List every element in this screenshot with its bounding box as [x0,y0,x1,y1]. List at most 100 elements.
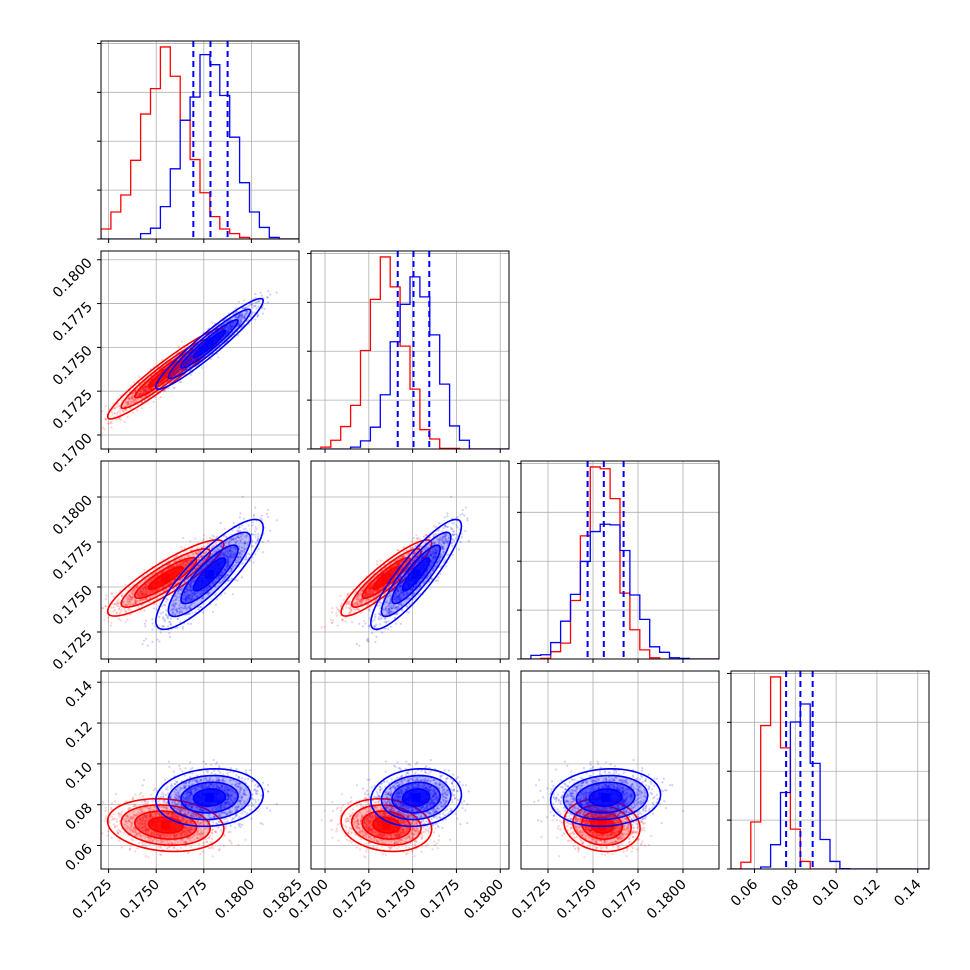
scatter-point [145,390,148,393]
scatter-point [116,411,120,414]
scatter-point [267,515,270,519]
scatter-point [263,307,266,311]
scatter-point [145,386,148,389]
scatter-point [110,410,114,414]
scatter-point [120,408,123,411]
scatter-point [106,422,109,425]
scatter-point [237,324,240,327]
scatter-point [229,324,232,327]
scatter-point [117,417,121,420]
scatter-point [146,644,149,647]
scatter-point [223,527,226,530]
scatter-point [151,640,154,644]
scatter-point [104,598,107,601]
scatter-point [212,535,215,538]
scatter-point [112,595,115,599]
scatter-point [141,388,145,391]
scatter-point [143,568,146,571]
scatter-point [150,387,153,390]
scatter-point [134,390,137,393]
scatter-point [185,360,188,363]
scatter-point [144,388,147,391]
scatter-point [144,637,147,640]
scatter-point [159,396,162,399]
scatter-point [101,410,104,413]
scatter-point [184,360,187,363]
scatter-point [119,394,122,397]
scatter-point [113,407,117,410]
scatter-point [128,397,131,400]
scatter-point [127,402,130,405]
density-peak-blue [205,339,215,349]
scatter-point [237,300,240,303]
scatter-point [85,626,87,628]
scatter-point [119,619,122,622]
scatter-point [104,417,107,420]
scatter-point [149,387,152,390]
scatter-point [189,373,192,376]
scatter-point [260,294,263,297]
panel-content [311,251,509,449]
scatter-point [125,402,128,405]
scatter-point [132,381,136,384]
scatter-point [177,346,180,349]
scatter-point [102,607,105,610]
scatter-point [232,521,235,525]
scatter-point [131,397,134,400]
scatter-point [269,293,272,296]
scatter-point [143,388,146,391]
scatter-point [183,547,186,550]
scatter-point [115,418,118,421]
scatter-point [242,299,245,302]
scatter-point [86,622,88,624]
scatter-point [141,387,144,390]
scatter-point [159,631,162,634]
scatter-point [144,388,147,391]
scatter-point [130,400,133,403]
scatter-point [95,427,97,429]
scatter-point [118,409,121,413]
scatter-point [144,385,147,388]
panel-content [95,290,278,431]
scatter-point [125,408,128,411]
scatter-point [123,420,126,423]
scatter-point [109,421,113,424]
scatter-point [129,407,132,410]
scatter-point [143,390,146,394]
scatter-point [127,400,130,403]
scatter-point [104,417,107,420]
scatter-point [194,537,197,540]
scatter-point [169,635,172,639]
scatter-point [261,551,264,554]
scatter-point [138,394,141,397]
scatter-point [110,426,113,429]
scatter-point [186,359,189,362]
scatter-point [145,386,148,389]
scatter-point [137,393,140,396]
scatter-point [201,366,204,369]
scatter-point [267,290,270,293]
scatter-point [124,405,127,408]
scatter-point [124,405,127,408]
scatter-point [120,399,123,402]
scatter-point [127,402,130,405]
scatter-point [116,412,119,415]
scatter-point [104,605,107,608]
gridlines [101,251,300,449]
scatter-point [252,561,255,564]
scatter-point [130,397,133,400]
scatter-point [139,390,142,393]
scatter-point [132,397,135,400]
scatter-point [132,411,135,414]
scatter-point [142,386,145,389]
scatter-point [142,385,145,388]
tick-marks [97,42,300,243]
scatter-point [119,418,122,421]
scatter-point [133,398,136,401]
scatter-point [126,415,129,418]
scatter-point [181,625,185,628]
scatter-point [144,394,148,397]
scatter-point [139,392,142,395]
scatter-point [155,608,158,611]
